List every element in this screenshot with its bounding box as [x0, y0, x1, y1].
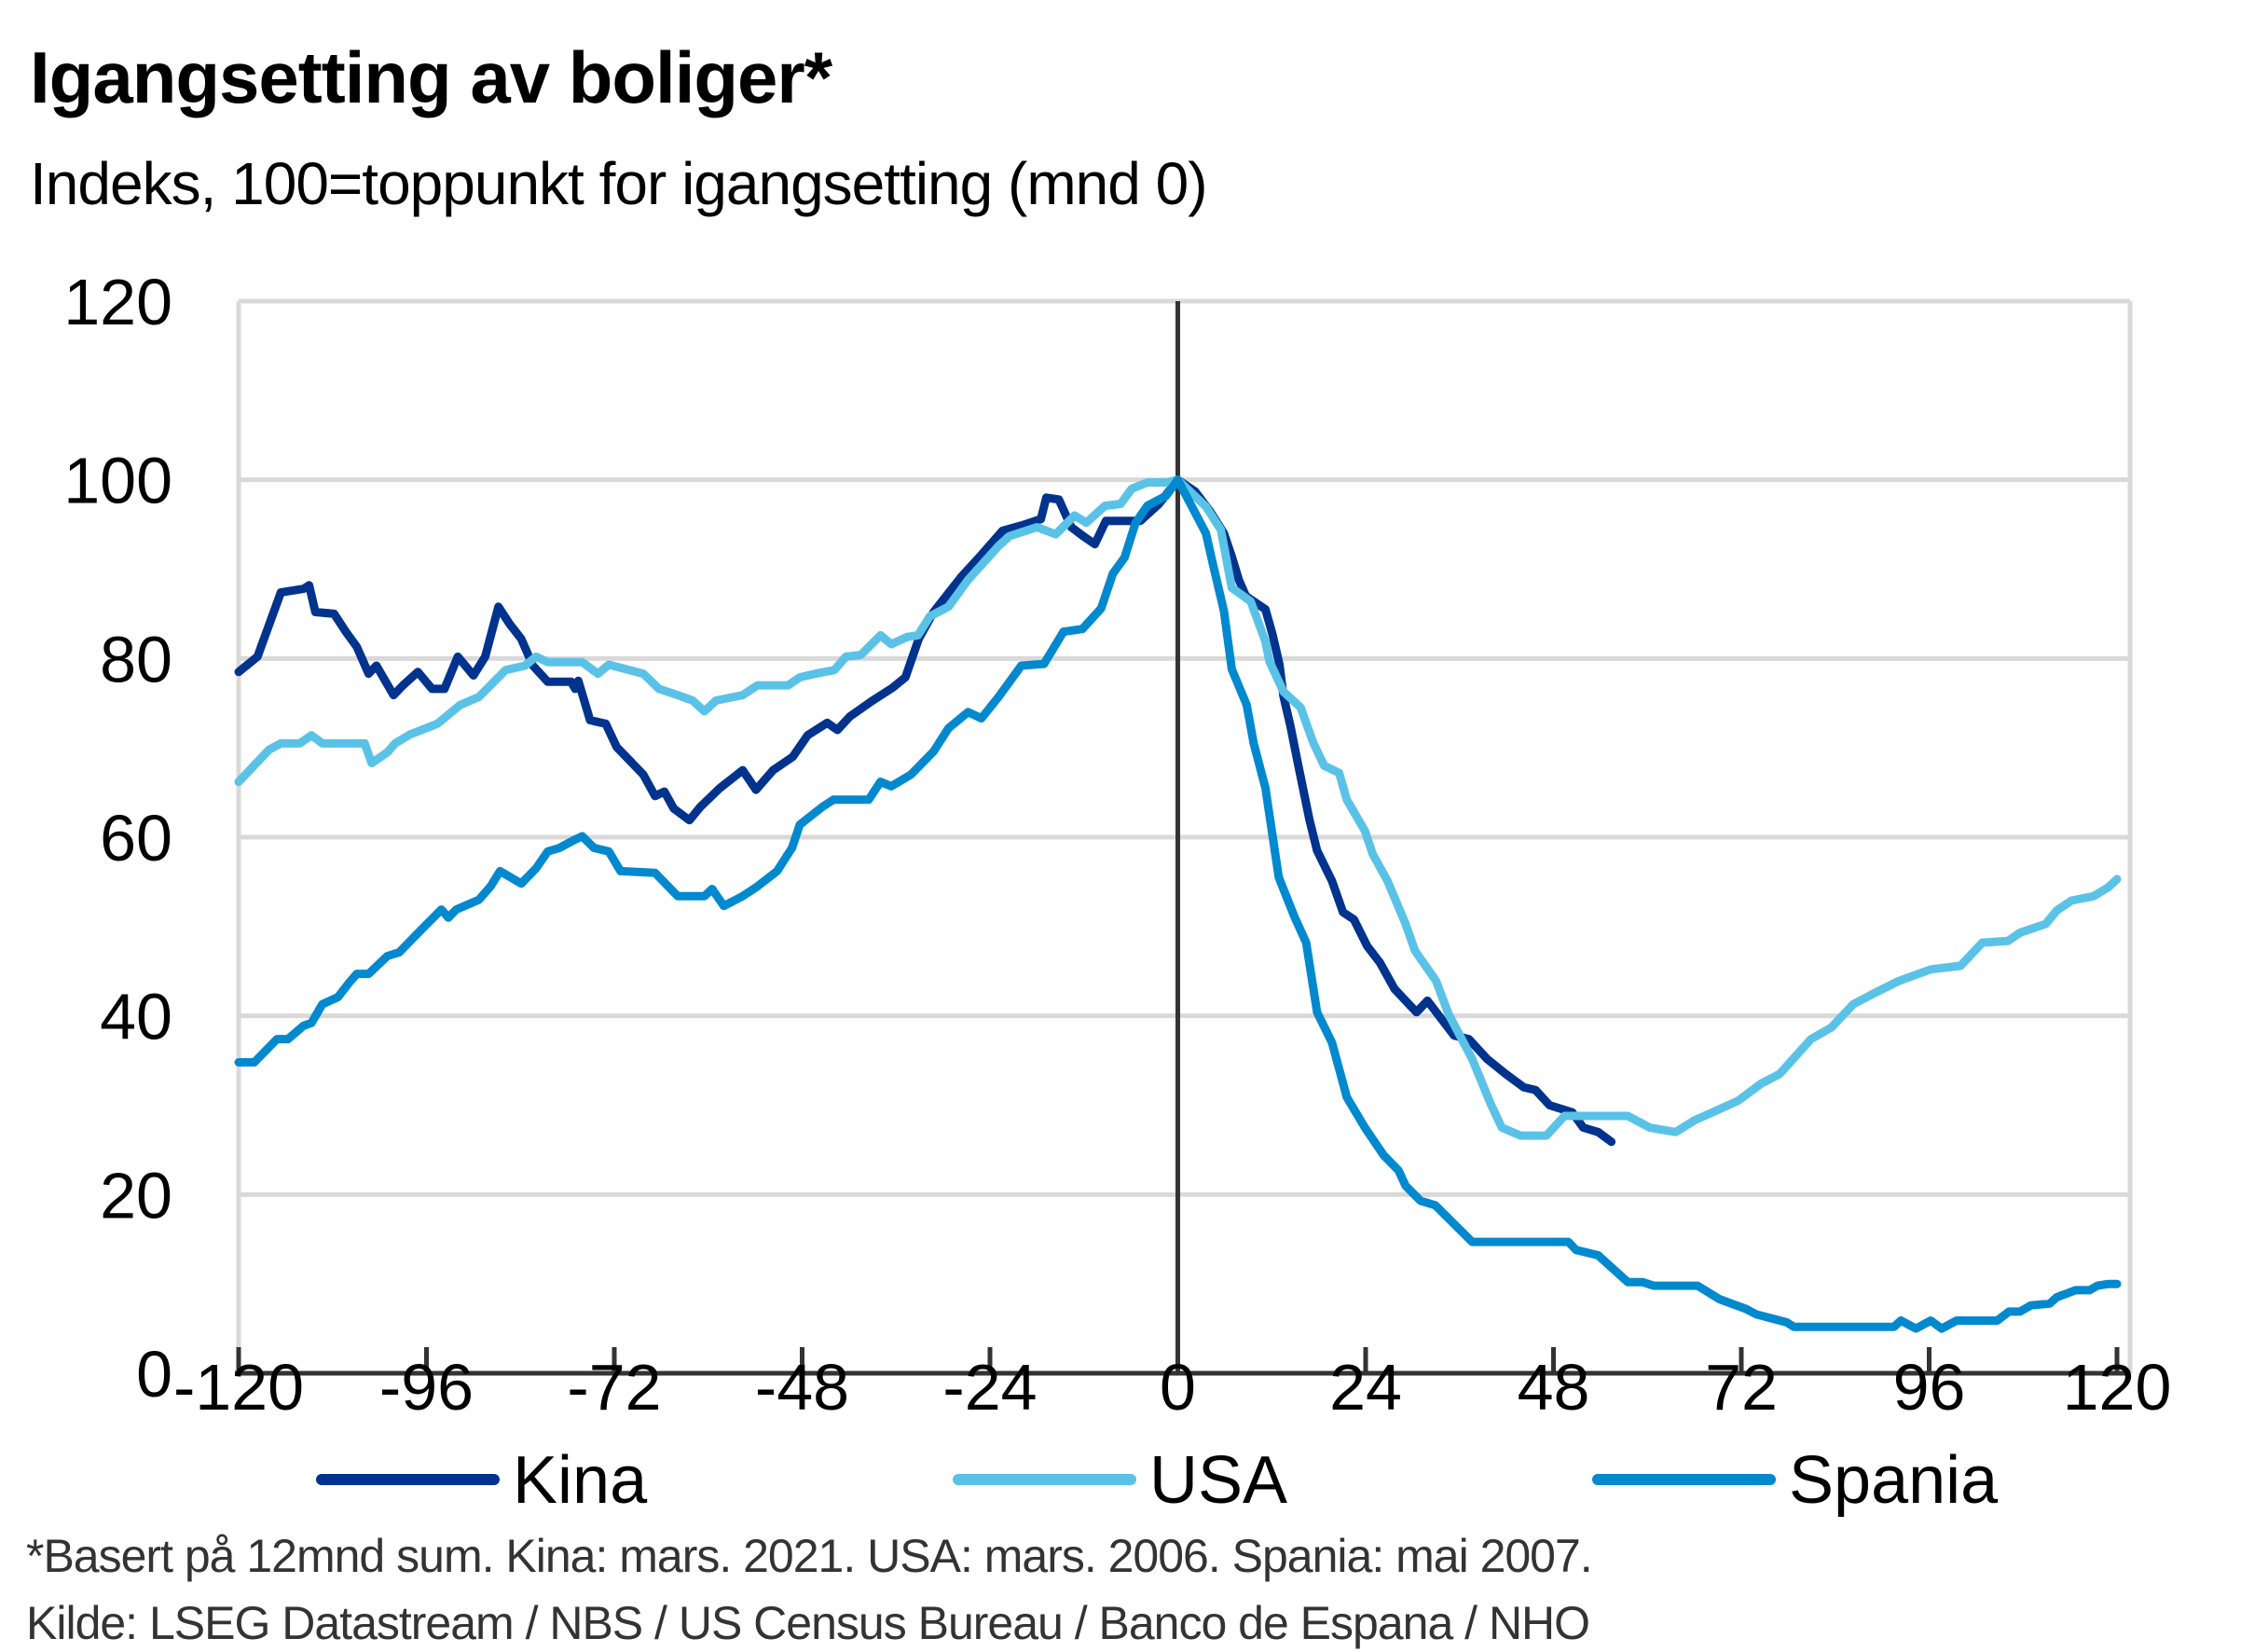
x-tick-label: -120	[173, 1351, 304, 1424]
x-tick-label: 120	[2063, 1351, 2172, 1424]
x-tick-label: 24	[1329, 1351, 1402, 1424]
legend-label-spania: Spania	[1789, 1443, 1999, 1518]
legend-label-kina: Kina	[513, 1443, 648, 1518]
series-line-spania	[234, 475, 2122, 1333]
gridlines	[236, 298, 2133, 1373]
legend: Kina USA Spania	[316, 1443, 1999, 1518]
y-tick-label: 80	[100, 623, 172, 695]
x-tick-label: -96	[379, 1351, 474, 1424]
chart-title: Igangsetting av boliger*	[30, 36, 832, 118]
legend-label-usa: USA	[1149, 1443, 1287, 1518]
y-tick-label: 20	[100, 1159, 172, 1232]
y-tick-label: 120	[63, 266, 172, 338]
x-tick-label: 0	[1160, 1351, 1196, 1424]
y-tick-label: 60	[100, 802, 172, 874]
series-line-usa	[234, 475, 2122, 1140]
x-tick-label: 72	[1705, 1351, 1778, 1424]
tick-labels: 0 20 40 60 80 100 120 -120 -96 -72 -48 -24 0 24 48 72 96…	[63, 266, 2171, 1424]
footnote: *Basert på 12mnd sum. Kina: mars. 2021. …	[26, 1530, 1593, 1582]
series-lines	[234, 475, 2122, 1333]
x-tick-label: 48	[1518, 1351, 1590, 1424]
x-tick-label: -48	[755, 1351, 849, 1424]
series-line-kina	[234, 475, 1616, 1147]
y-tick-label: 40	[100, 981, 172, 1053]
y-tick-label: 0	[136, 1338, 172, 1411]
x-tick-label: -24	[942, 1351, 1037, 1424]
chart-subtitle: Indeks, 100=toppunkt for igangsetting (m…	[30, 150, 1207, 217]
x-tick-label: 96	[1893, 1351, 1966, 1424]
source-note: Kilde: LSEG Datastream / NBS / US Census…	[26, 1597, 1590, 1649]
y-tick-label: 100	[63, 445, 172, 517]
x-tick-label: -72	[567, 1351, 661, 1424]
